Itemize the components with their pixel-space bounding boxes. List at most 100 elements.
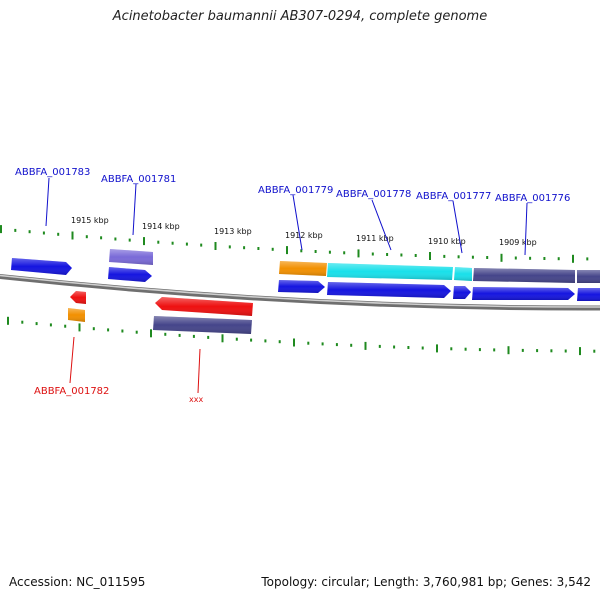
scale-tick-top-minor [243, 246, 246, 250]
kbp-label-1910: 1910 kbp [428, 237, 466, 246]
scale-tick-bottom-minor [64, 324, 67, 328]
scale-tick-top-minor [114, 237, 117, 241]
scale-tick-top-minor [257, 247, 260, 250]
scale-tick-top-minor [586, 257, 589, 261]
gene-label-xxx[interactable]: xxx [189, 395, 203, 404]
scale-tick-top-major [71, 231, 74, 240]
scale-tick-bottom-minor [378, 344, 381, 348]
scale-tick-bottom-minor [521, 348, 524, 352]
scale-tick-top-major [143, 237, 145, 246]
gene-label-abbfa-001779[interactable]: ABBFA_001779 [258, 185, 333, 196]
scale-tick-bottom-minor [207, 335, 210, 339]
scale-ticks-top [0, 225, 589, 263]
scale-tick-bottom-minor [164, 332, 167, 336]
scale-ticks-bottom [7, 316, 596, 356]
scale-tick-bottom-major [150, 329, 152, 338]
scale-tick-bottom-minor [192, 334, 195, 338]
scale-tick-bottom-minor [107, 328, 110, 332]
scale-tick-bottom-minor [49, 323, 52, 327]
map-title: Acinetobacter baumannii AB307-0294, comp… [112, 9, 488, 24]
gene-label-abbfa-001782[interactable]: ABBFA_001782 [34, 386, 109, 397]
scale-tick-top-minor [386, 253, 389, 256]
scale-tick-top-minor [128, 238, 131, 242]
scale-tick-top-minor [228, 245, 231, 249]
scale-tick-top-major [572, 254, 574, 263]
scale-tick-bottom-minor [121, 329, 124, 333]
scale-tick-top-major [0, 225, 2, 234]
scale-tick-top-minor [157, 240, 160, 244]
gene-label-abbfa-001776[interactable]: ABBFA_001776 [495, 193, 570, 204]
scale-tick-top-minor [471, 255, 474, 259]
gene-label-abbfa-001783[interactable]: ABBFA_001783 [15, 167, 90, 178]
scale-tick-bottom-major [78, 323, 81, 332]
scale-tick-bottom-minor [536, 349, 539, 353]
scale-tick-bottom-minor [421, 346, 424, 350]
scale-tick-top-minor [57, 232, 60, 236]
scale-tick-top-minor [514, 256, 517, 260]
scale-tick-bottom-minor [278, 340, 281, 344]
kbp-label-1911: 1911 kbp [356, 234, 394, 243]
scale-tick-bottom-minor [35, 322, 38, 326]
scale-tick-top-minor [271, 247, 274, 251]
scale-tick-top-minor [543, 257, 546, 260]
scale-tick-bottom-minor [335, 343, 338, 347]
scale-tick-top-minor [314, 250, 317, 253]
scale-tick-bottom-major [579, 347, 581, 356]
gene-gloss-reverse [68, 291, 253, 334]
scale-tick-top-minor [457, 255, 460, 259]
scale-tick-bottom-minor [478, 348, 481, 352]
gene-label-abbfa-001781[interactable]: ABBFA_001781 [101, 174, 176, 185]
gene-gloss-inner [108, 267, 600, 301]
scale-tick-top-major [500, 253, 503, 262]
scale-tick-top-minor [28, 230, 31, 234]
scale-tick-bottom-minor [264, 339, 267, 343]
scale-tick-top-minor [200, 243, 203, 247]
genome-backbone-highlight [0, 274, 600, 308]
gene-label-abbfa-001778[interactable]: ABBFA_001778 [336, 189, 411, 200]
label-leader-lines [45, 177, 528, 394]
scale-tick-bottom-minor [550, 349, 553, 353]
gene-label-abbfa-001777[interactable]: ABBFA_001777 [416, 191, 491, 202]
scale-tick-bottom-minor [493, 348, 496, 352]
gene-gloss-outer [11, 249, 600, 283]
scale-tick-top-minor [171, 241, 174, 245]
scale-tick-bottom-minor [407, 346, 410, 349]
scale-tick-top-minor [557, 257, 560, 261]
scale-tick-bottom-minor [321, 342, 324, 346]
scale-tick-top-major [286, 246, 288, 255]
scale-tick-bottom-minor [21, 320, 24, 324]
scale-tick-bottom-major [364, 341, 367, 350]
scale-tick-top-minor [400, 253, 403, 257]
scale-tick-top-minor [443, 254, 446, 258]
scale-tick-bottom-major [293, 338, 295, 347]
scale-tick-bottom-minor [178, 333, 181, 337]
scale-tick-bottom-minor [450, 347, 453, 351]
scale-tick-bottom-minor [564, 349, 567, 353]
genome-backbone [0, 274, 600, 311]
scale-tick-bottom-minor [92, 327, 95, 331]
scale-tick-top-major [214, 242, 217, 250]
scale-tick-top-minor [185, 242, 188, 246]
scale-tick-top-minor [343, 251, 346, 255]
scale-tick-bottom-minor [593, 349, 596, 353]
scale-tick-top-minor [85, 235, 88, 239]
scale-tick-bottom-minor [464, 347, 467, 351]
kbp-label-1915: 1915 kbp [71, 216, 109, 225]
scale-tick-bottom-minor [393, 345, 396, 349]
scale-tick-top-minor [100, 236, 103, 240]
scale-tick-top-minor [328, 250, 331, 254]
scale-tick-bottom-minor [235, 337, 238, 341]
scale-tick-top-minor [414, 254, 417, 257]
kbp-label-1913: 1913 kbp [214, 227, 252, 236]
scale-tick-bottom-minor [135, 330, 138, 334]
scale-tick-top-major [429, 252, 431, 260]
scale-tick-top-minor [14, 228, 17, 232]
scale-tick-top-minor [300, 249, 303, 253]
scale-tick-bottom-major [7, 316, 9, 325]
scale-tick-top-minor [529, 256, 532, 260]
scale-tick-bottom-minor [350, 343, 353, 347]
scale-tick-top-major [357, 249, 360, 258]
scale-tick-bottom-major [507, 346, 510, 355]
scale-tick-bottom-minor [250, 338, 253, 342]
genome-summary-text: Topology: circular; Length: 3,760,981 bp… [261, 575, 591, 589]
